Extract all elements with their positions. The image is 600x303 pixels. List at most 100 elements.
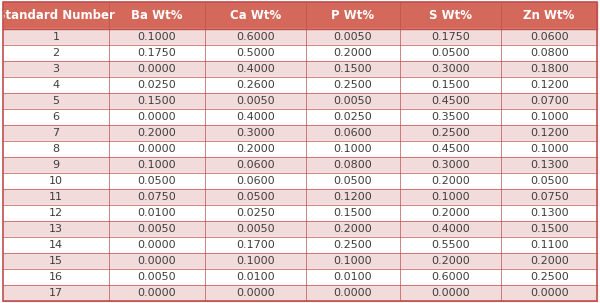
Text: 0.3000: 0.3000 [431,160,470,171]
Bar [205,142,306,158]
Bar [306,62,400,77]
Bar [109,93,205,109]
Bar [205,254,306,269]
Bar [306,254,400,269]
Bar [502,142,597,158]
Text: 0.6000: 0.6000 [431,272,470,282]
Text: 0.2000: 0.2000 [431,176,470,186]
Bar [400,45,502,62]
Text: 10: 10 [49,176,63,186]
Text: 0.0800: 0.0800 [530,48,569,58]
Bar [3,269,109,285]
Text: 0.1000: 0.1000 [530,112,568,122]
Bar [306,285,400,301]
Bar [205,77,306,93]
Bar [400,2,502,29]
Text: 17: 17 [49,288,63,298]
Text: 5: 5 [52,96,59,106]
Text: 0.1800: 0.1800 [530,65,569,75]
Text: 0.2600: 0.2600 [236,80,275,90]
Bar [502,221,597,238]
Bar [3,45,109,62]
Bar [400,254,502,269]
Bar [306,205,400,221]
Text: 0.0250: 0.0250 [236,208,275,218]
Text: 0.2000: 0.2000 [431,208,470,218]
Bar [109,109,205,125]
Bar [502,77,597,93]
Bar [306,158,400,173]
Text: 0.1200: 0.1200 [530,128,569,138]
Bar [109,285,205,301]
Bar [205,125,306,142]
Bar [3,2,109,29]
Text: 0.1500: 0.1500 [431,80,470,90]
Bar [306,142,400,158]
Text: 0.1000: 0.1000 [431,192,470,202]
Text: 0.0000: 0.0000 [137,145,176,155]
Bar [109,2,205,29]
Bar [3,77,109,93]
Bar [502,125,597,142]
Bar [109,77,205,93]
Text: 0.0000: 0.0000 [236,288,275,298]
Bar [502,238,597,254]
Bar [109,29,205,45]
Bar [502,189,597,205]
Text: 0.0000: 0.0000 [137,65,176,75]
Bar [205,2,306,29]
Text: 3: 3 [52,65,59,75]
Bar [502,285,597,301]
Text: 6: 6 [52,112,59,122]
Text: 0.0100: 0.0100 [137,208,176,218]
Bar [400,142,502,158]
Bar [306,109,400,125]
Text: Ca Wt%: Ca Wt% [230,9,281,22]
Text: 0.0050: 0.0050 [236,225,275,235]
Bar [400,269,502,285]
Text: 0.0500: 0.0500 [137,176,176,186]
Text: 0.0000: 0.0000 [137,256,176,266]
Text: 0.0250: 0.0250 [137,80,176,90]
Bar [502,93,597,109]
Bar [205,238,306,254]
Text: 0.0050: 0.0050 [137,225,176,235]
Text: 0.0500: 0.0500 [236,192,275,202]
Text: 0.2000: 0.2000 [530,256,569,266]
Text: 4: 4 [52,80,59,90]
Text: 0.4500: 0.4500 [431,96,470,106]
Text: 11: 11 [49,192,63,202]
Bar [3,93,109,109]
Bar [205,285,306,301]
Bar [3,109,109,125]
Bar [109,173,205,189]
Bar [306,269,400,285]
Text: 0.0500: 0.0500 [530,176,568,186]
Text: 0.1700: 0.1700 [236,241,275,251]
Bar [205,173,306,189]
Text: 0.0600: 0.0600 [236,176,275,186]
Text: 0.0100: 0.0100 [334,272,372,282]
Text: Zn Wt%: Zn Wt% [523,9,575,22]
Bar [3,238,109,254]
Bar [109,205,205,221]
Bar [306,93,400,109]
Bar [400,62,502,77]
Bar [3,62,109,77]
Text: 0.0700: 0.0700 [530,96,569,106]
Text: 0.5500: 0.5500 [431,241,470,251]
Bar [205,93,306,109]
Bar [109,269,205,285]
Text: 14: 14 [49,241,63,251]
Text: 0.3500: 0.3500 [431,112,470,122]
Bar [502,2,597,29]
Bar [205,62,306,77]
Text: 0.1000: 0.1000 [137,160,176,171]
Bar [109,158,205,173]
Text: 0.0000: 0.0000 [431,288,470,298]
Bar [306,29,400,45]
Text: 13: 13 [49,225,63,235]
Bar [109,254,205,269]
Text: 0.4000: 0.4000 [431,225,470,235]
Bar [502,62,597,77]
